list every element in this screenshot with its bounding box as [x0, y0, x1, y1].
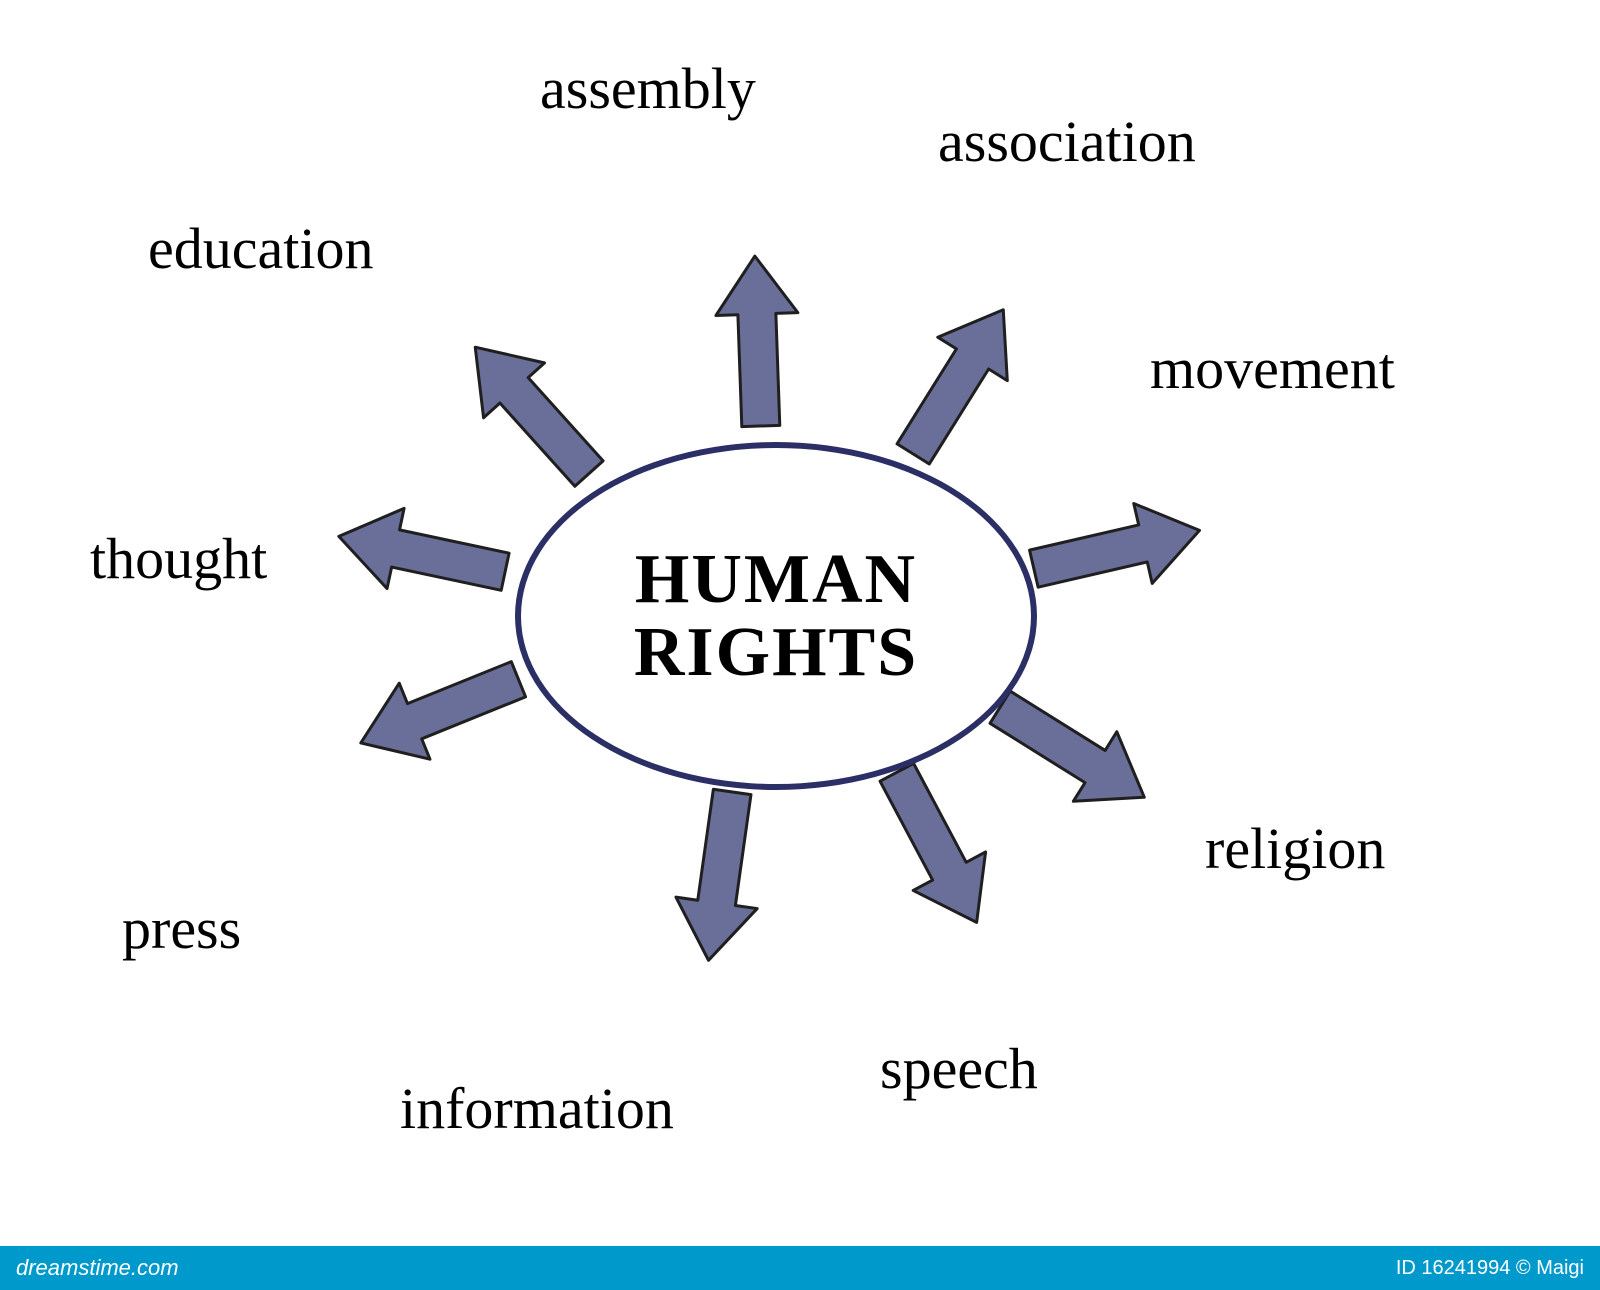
label-speech: speech: [880, 1035, 1038, 1102]
center-line1: HUMAN: [635, 543, 917, 617]
footer-site: dreamstime.com: [16, 1255, 179, 1281]
arrow-press: [338, 633, 542, 788]
label-information: information: [400, 1075, 674, 1142]
arrow-association: [871, 280, 1047, 484]
arrow-education: [436, 311, 628, 509]
label-assembly: assembly: [540, 55, 756, 122]
label-association: association: [938, 108, 1196, 175]
arrow-information: [661, 780, 779, 973]
label-religion: religion: [1205, 815, 1385, 882]
mindmap-canvas: HUMAN RIGHTS assembly association educatio…: [0, 0, 1600, 1290]
label-thought: thought: [90, 525, 267, 592]
center-line2: RIGHTS: [634, 616, 918, 690]
footer-credit: ID 16241994 © Maigi: [1396, 1257, 1584, 1280]
arrow-thought: [323, 489, 521, 619]
arrow-movement: [1018, 483, 1216, 616]
label-movement: movement: [1150, 335, 1395, 402]
label-education: education: [148, 215, 373, 282]
arrow-assembly: [707, 249, 807, 434]
center-topic: HUMAN RIGHTS: [515, 442, 1037, 790]
label-press: press: [122, 895, 241, 962]
footer-bar: dreamstime.com ID 16241994 © Maigi: [0, 1246, 1600, 1290]
